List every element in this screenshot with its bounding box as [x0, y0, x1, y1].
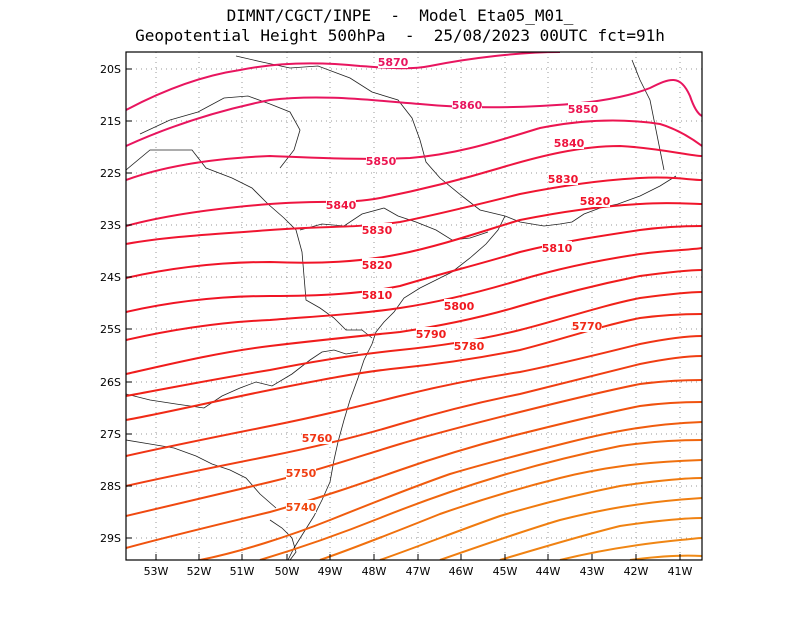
lat-label: 27S — [100, 428, 121, 441]
contour-label: 5800 — [444, 300, 475, 313]
lon-label: 52W — [187, 565, 212, 578]
lon-label: 46W — [449, 565, 474, 578]
contour-5670 — [499, 517, 702, 560]
contour-5860 — [126, 79, 702, 147]
contour-5710 — [259, 439, 702, 560]
contour-5700 — [319, 459, 702, 560]
lat-label: 29S — [100, 532, 121, 545]
contour-label: 5830 — [548, 173, 579, 186]
lat-label: 26S — [100, 376, 121, 389]
contour-5820 — [126, 202, 702, 279]
map-frame — [125, 51, 703, 561]
lat-label: 20S — [100, 63, 121, 76]
title-line-2: Geopotential Height 500hPa - 25/08/2023 … — [135, 26, 665, 45]
contour-label: 5760 — [302, 432, 333, 445]
contour-label: 5840 — [326, 199, 357, 212]
lon-label: 45W — [493, 565, 518, 578]
contour-5720 — [199, 421, 702, 560]
lon-label: 49W — [318, 565, 343, 578]
contour-5800 — [126, 247, 702, 341]
contour-label: 5850 — [568, 103, 599, 116]
lon-label: 42W — [624, 565, 649, 578]
contour-5660 — [559, 537, 702, 560]
lat-label: 22S — [100, 167, 121, 180]
lon-label: 50W — [275, 565, 300, 578]
lat-label: 28S — [100, 480, 121, 493]
contour-label: 5870 — [378, 56, 409, 69]
contour-5810 — [126, 225, 702, 313]
tick-marks — [126, 68, 681, 560]
contour-label: 5750 — [286, 467, 317, 480]
gridlines — [126, 52, 702, 560]
contour-label: 5850 — [366, 155, 397, 168]
contour-label: 5840 — [554, 137, 585, 150]
contour-5740 — [126, 379, 702, 517]
contour-label: 5790 — [416, 328, 447, 341]
lat-labels: 20S 21S 22S 23S 24S 25S 26S 27S 28S 29S — [100, 63, 121, 545]
contour-label: 5740 — [286, 501, 317, 514]
lon-label: 51W — [230, 565, 255, 578]
contour-5650 — [629, 554, 702, 560]
contour-5690 — [379, 477, 702, 560]
contour-labels: 5870 5860 5850 5850 5840 5840 5830 5830 … — [286, 55, 611, 514]
contour-5840 — [126, 144, 702, 227]
contours — [126, 52, 702, 560]
contour-5830 — [126, 176, 702, 245]
contour-5750 — [126, 355, 702, 487]
contour-label: 5820 — [362, 259, 393, 272]
lat-label: 24S — [100, 271, 121, 284]
title-line-1: DIMNT/CGCT/INPE - Model Eta05_M01_ — [226, 6, 574, 25]
contour-5730 — [126, 401, 702, 549]
contour-5770 — [126, 313, 702, 421]
contour-label: 5780 — [454, 340, 485, 353]
lon-label: 44W — [536, 565, 561, 578]
contour-label: 5860 — [452, 99, 483, 112]
contour-label: 5820 — [580, 195, 611, 208]
contour-5780 — [126, 291, 702, 397]
lon-label: 43W — [580, 565, 605, 578]
contour-5680 — [439, 497, 702, 560]
contour-label: 5770 — [572, 320, 603, 333]
contour-label: 5810 — [542, 242, 573, 255]
contour-5850 — [126, 119, 702, 181]
lon-label: 53W — [144, 565, 169, 578]
lon-label: 41W — [668, 565, 693, 578]
lat-label: 21S — [100, 115, 121, 128]
contour-5790 — [126, 269, 702, 375]
contour-5870 — [126, 52, 561, 111]
contour-label: 5830 — [362, 224, 393, 237]
lat-label: 25S — [100, 323, 121, 336]
lon-label: 47W — [406, 565, 431, 578]
contour-5760 — [126, 335, 702, 457]
lon-labels: 53W 52W 51W 50W 49W 48W 47W 46W 45W 44W … — [144, 565, 693, 578]
lon-label: 48W — [362, 565, 387, 578]
lat-label: 23S — [100, 219, 121, 232]
contour-label: 5810 — [362, 289, 393, 302]
